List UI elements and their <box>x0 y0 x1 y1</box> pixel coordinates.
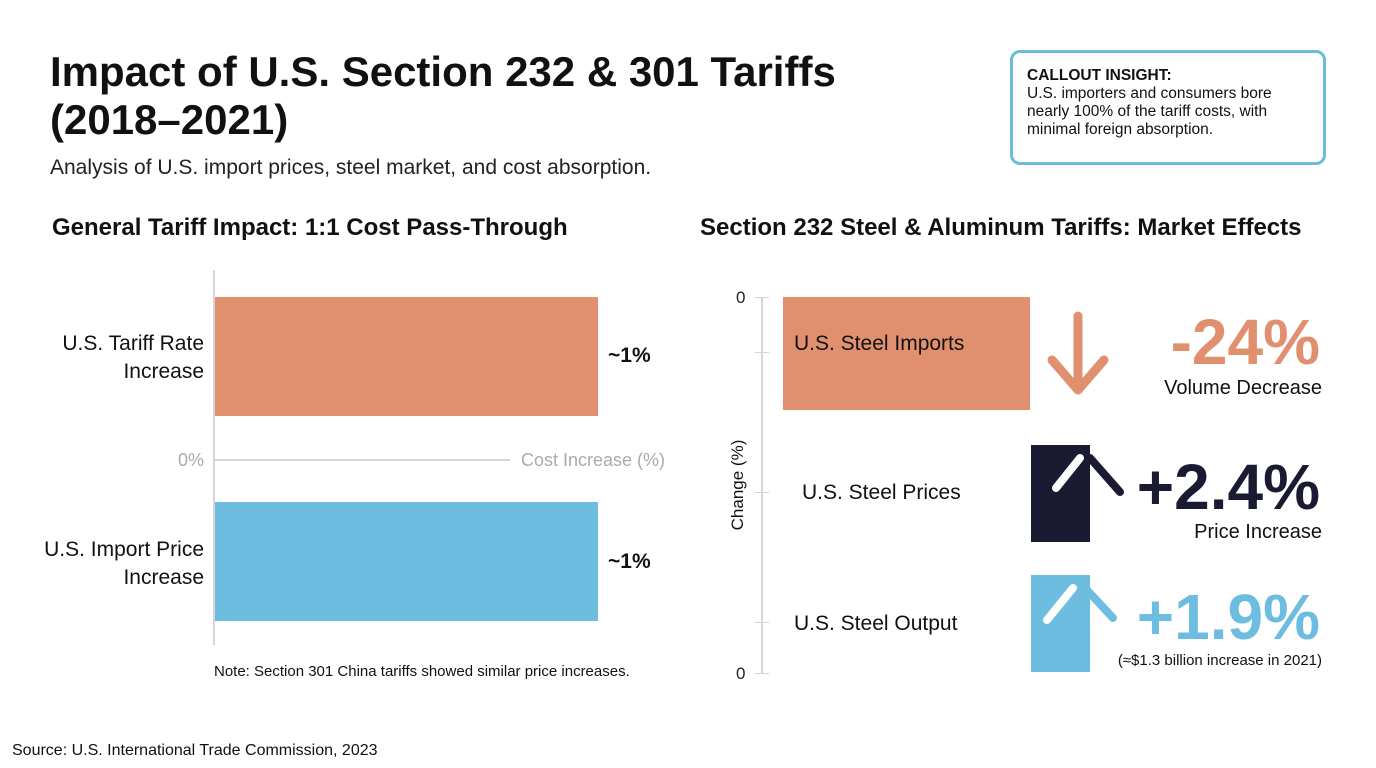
left-y-axis <box>213 270 215 645</box>
zero-tick-label: 0% <box>178 450 205 470</box>
category-label: U.S. Steel Imports <box>794 332 965 355</box>
source-note: Source: U.S. International Trade Commiss… <box>12 742 378 759</box>
left-chart-title: General Tariff Impact: 1:1 Cost Pass-Thr… <box>52 214 568 241</box>
arrow-up-icon <box>1043 584 1117 624</box>
data-label: ~1% <box>608 344 651 367</box>
value-steel-imports: -24% <box>1170 306 1320 378</box>
y-axis-label: Change (%) <box>728 439 747 531</box>
category-label: U.S. Import Price Increase <box>44 538 204 589</box>
bar-tariff-rate <box>215 297 598 416</box>
bar-import-price <box>215 502 598 621</box>
arrow-up-icon <box>1052 454 1124 496</box>
callout-box: CALLOUT INSIGHT: U.S. importers and cons… <box>1010 50 1326 165</box>
callout-text: U.S. importers and consumers bore nearly… <box>1027 85 1272 138</box>
zero-line <box>215 459 510 461</box>
category-label: U.S. Tariff Rate Increase <box>62 332 204 383</box>
right-y-axis <box>761 297 763 673</box>
tick-label: 0 <box>736 664 746 683</box>
tick <box>755 492 769 493</box>
x-axis-label: Cost Increase (%) <box>521 450 666 470</box>
category-label: U.S. Steel Prices <box>802 481 961 504</box>
tick <box>755 352 769 353</box>
tick-label: 0 <box>736 288 746 307</box>
right-chart-title: Section 232 Steel & Aluminum Tariffs: Ma… <box>700 214 1302 241</box>
value-steel-prices: +2.4% <box>1136 451 1320 523</box>
tick <box>755 673 769 674</box>
bar-steel-imports <box>783 297 1030 410</box>
callout-heading: CALLOUT INSIGHT: <box>1027 67 1172 84</box>
category-label: U.S. Steel Output <box>794 612 958 635</box>
tick <box>755 622 769 623</box>
chart-note: Note: Section 301 China tariffs showed s… <box>214 663 630 680</box>
sublabel: Volume Decrease <box>1164 377 1322 399</box>
value-steel-output: +1.9% <box>1136 581 1320 653</box>
bar-steel-output <box>1031 575 1090 672</box>
sublabel: Price Increase <box>1194 521 1322 543</box>
arrow-down-icon <box>1047 311 1109 395</box>
page-title: Impact of U.S. Section 232 & 301 Tariffs… <box>50 48 836 143</box>
sublabel: (≈$1.3 billion increase in 2021) <box>1117 652 1322 669</box>
tick <box>755 297 769 298</box>
data-label: ~1% <box>608 550 651 573</box>
page-subtitle: Analysis of U.S. import prices, steel ma… <box>50 156 652 179</box>
